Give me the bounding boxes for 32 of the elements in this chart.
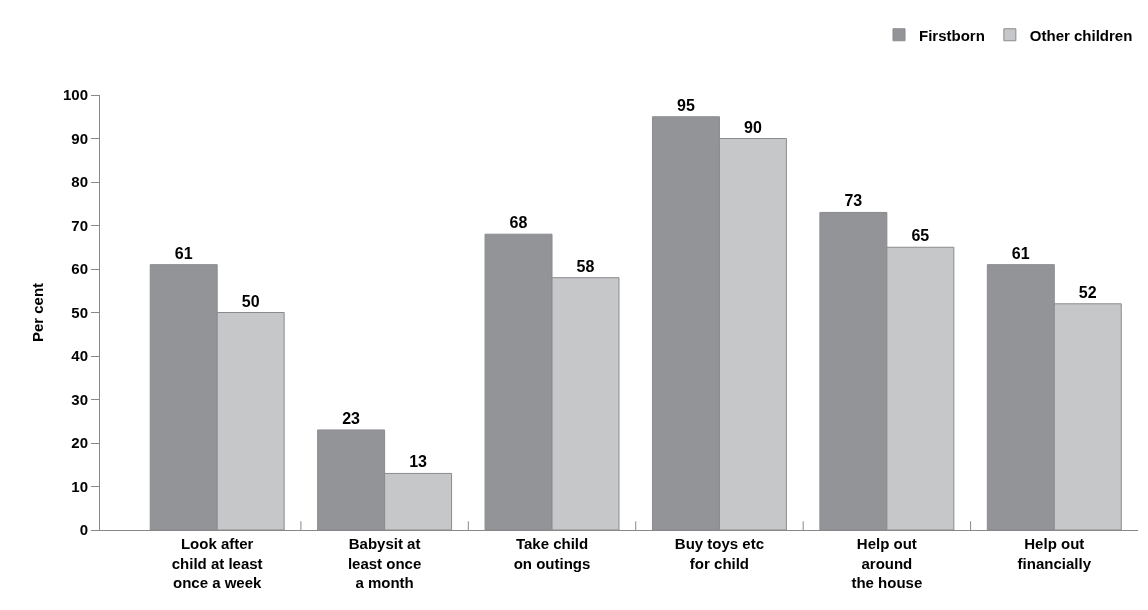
data-label: 58 — [576, 257, 595, 275]
data-label: 61 — [1011, 244, 1030, 262]
data-label: 65 — [911, 227, 930, 245]
y-tick-label: 10 — [71, 477, 88, 495]
legend-label: Firstborn — [919, 26, 985, 44]
y-tick-label: 20 — [71, 434, 88, 452]
x-tick-label: Look after child at least once a week — [171, 535, 263, 591]
data-label: 90 — [743, 118, 762, 136]
data-label: 23 — [342, 409, 361, 427]
x-tick-label: Help out financially — [1017, 535, 1092, 572]
y-tick-label: 40 — [71, 347, 88, 365]
data-label: 95 — [677, 96, 695, 114]
y-tick-label: 70 — [71, 216, 88, 234]
y-tick-label: 90 — [71, 129, 88, 147]
y-tick-label: 30 — [71, 390, 88, 408]
x-tick-label: Buy toys etc for child — [674, 535, 765, 572]
data-label: 73 — [844, 192, 863, 210]
x-tick-label: Help out around the house — [851, 535, 923, 591]
data-label: 52 — [1078, 283, 1097, 301]
y-tick-label: 60 — [71, 260, 88, 278]
y-tick-label: 0 — [79, 521, 88, 539]
y-tick-label: 80 — [71, 173, 88, 191]
data-label: 68 — [509, 214, 528, 232]
x-tick-label: Take child on outings — [513, 535, 591, 572]
y-tick-label: 100 — [62, 86, 88, 104]
y-axis-title: Per cent — [29, 282, 47, 343]
y-tick-label: 50 — [71, 303, 88, 321]
data-label: 61 — [174, 244, 193, 262]
x-tick-label: Babysit at least once a month — [347, 535, 422, 591]
data-label: 13 — [409, 453, 428, 471]
data-label: 50 — [241, 292, 260, 310]
legend-label: Other children — [1029, 26, 1133, 44]
